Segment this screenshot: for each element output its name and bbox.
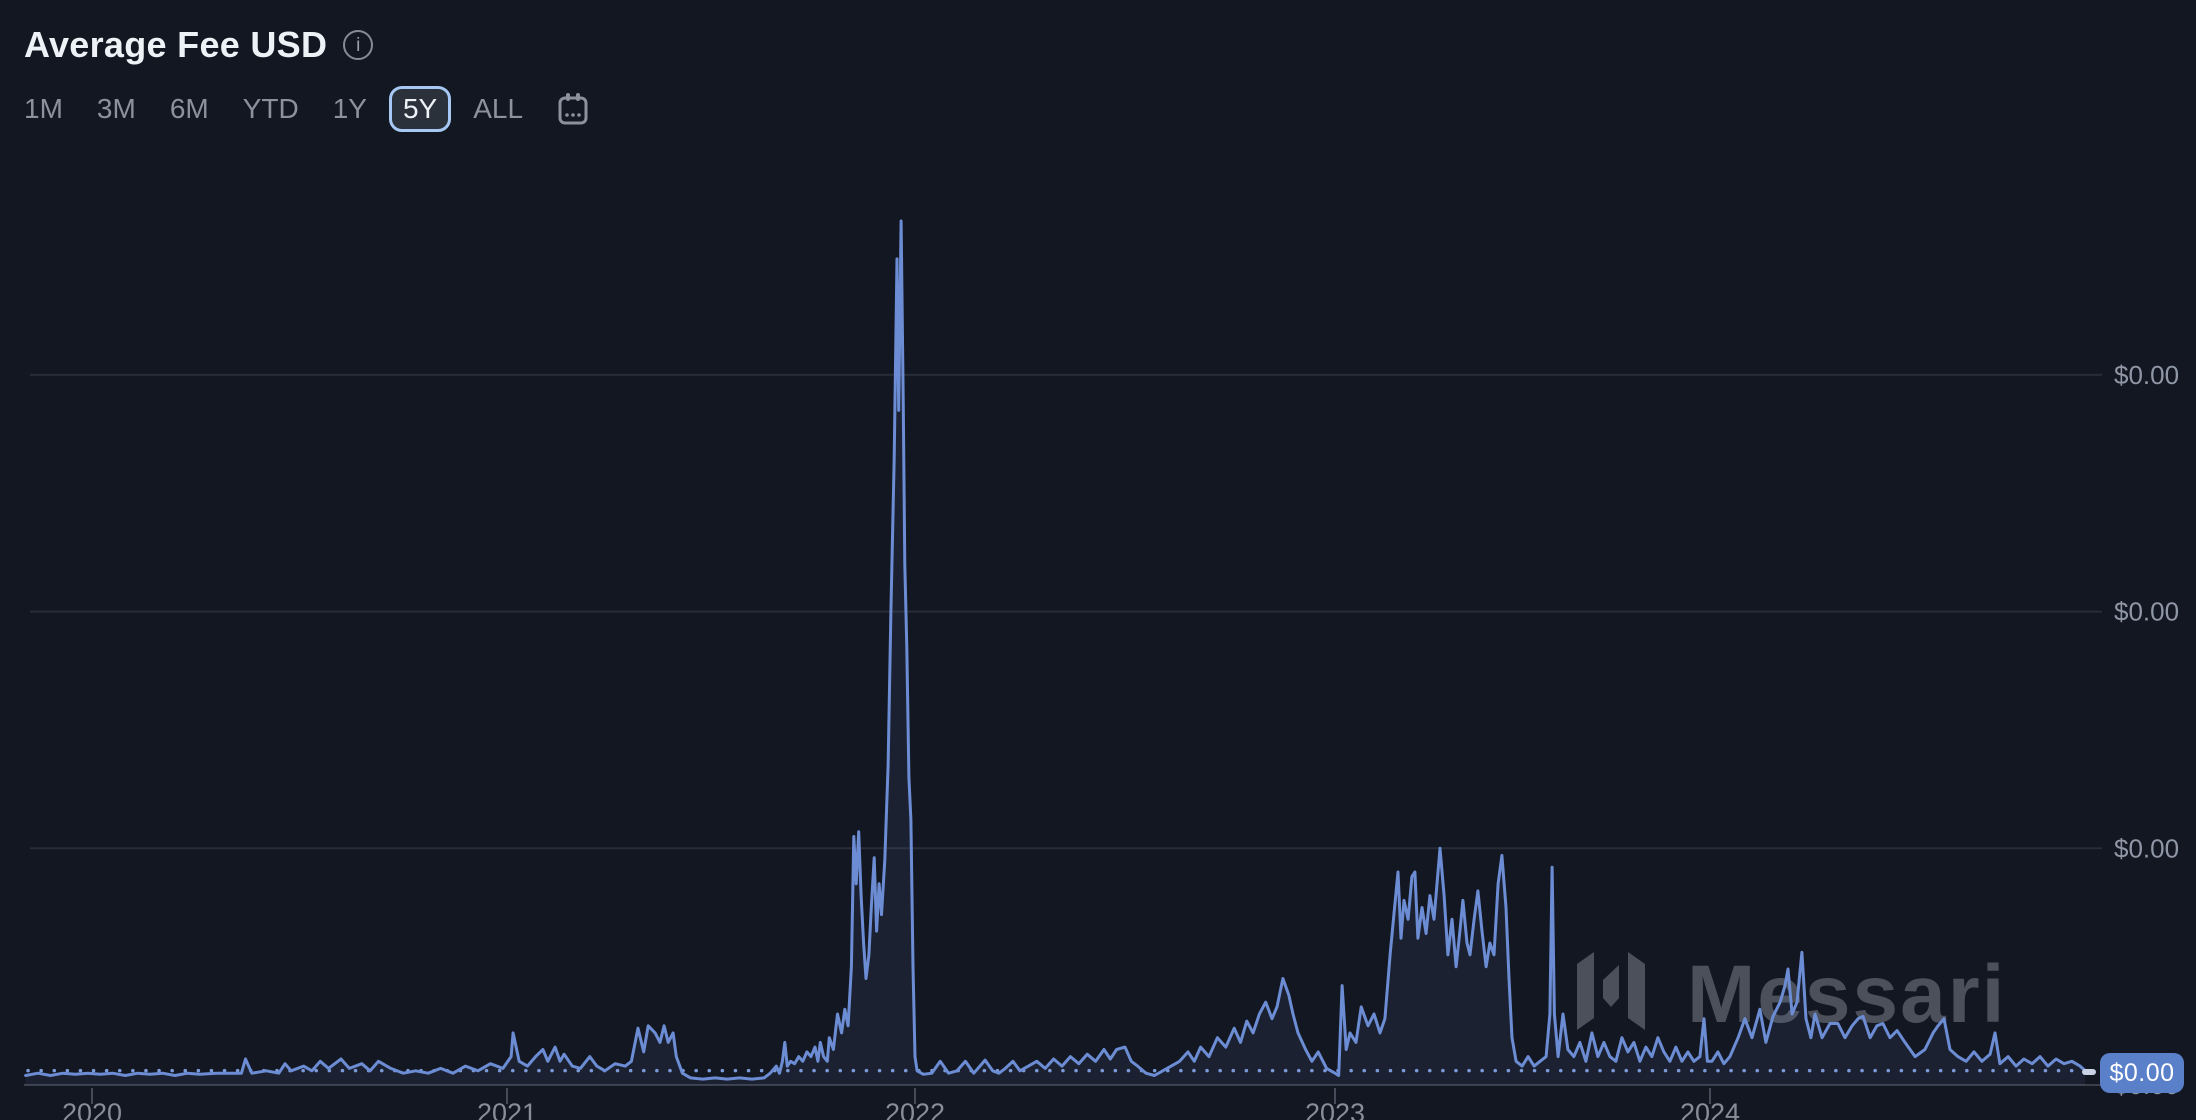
range-button-all[interactable]: ALL: [473, 86, 523, 132]
messari-watermark-text: Messari: [1687, 949, 2006, 1040]
x-axis: 2020 2021 2022 2023 2024: [62, 1088, 1740, 1120]
x-axis-label: 2021: [477, 1098, 537, 1120]
range-button-1m[interactable]: 1M: [24, 86, 63, 132]
x-axis-label: 2024: [1680, 1098, 1740, 1120]
messari-logo-icon: [1577, 952, 1645, 1030]
current-value-badge: $0.00: [2100, 1053, 2184, 1093]
range-button-6m[interactable]: 6M: [170, 86, 209, 132]
gridlines: $0.00 $0.00 $0.00: [30, 360, 2179, 863]
x-axis-label: 2023: [1305, 1098, 1365, 1120]
current-value-connector: [2082, 1069, 2096, 1075]
info-icon[interactable]: i: [343, 30, 374, 60]
calendar-date-picker-button[interactable]: [557, 92, 589, 126]
chart-title: Average Fee USD: [24, 24, 328, 65]
range-button-5y-selected[interactable]: 5Y: [388, 86, 452, 132]
chart-header: Average Fee USD i: [24, 24, 374, 66]
y-axis-label: $0.00: [2114, 833, 2179, 863]
fee-line: [24, 219, 2087, 1081]
range-button-1y[interactable]: 1Y: [333, 86, 367, 132]
range-button-3m[interactable]: 3M: [97, 86, 136, 132]
messari-watermark: Messari: [1577, 949, 2006, 1040]
x-axis-label: 2020: [62, 1098, 122, 1120]
range-button-ytd[interactable]: YTD: [243, 86, 299, 132]
calendar-icon: [558, 93, 588, 125]
x-axis-label: 2022: [885, 1098, 945, 1120]
y-axis-label: $0.00: [2114, 360, 2179, 390]
range-selector: 1M 3M 6M YTD 1Y 5Y ALL: [24, 86, 589, 132]
y-axis-label: $0.00: [2114, 597, 2179, 627]
